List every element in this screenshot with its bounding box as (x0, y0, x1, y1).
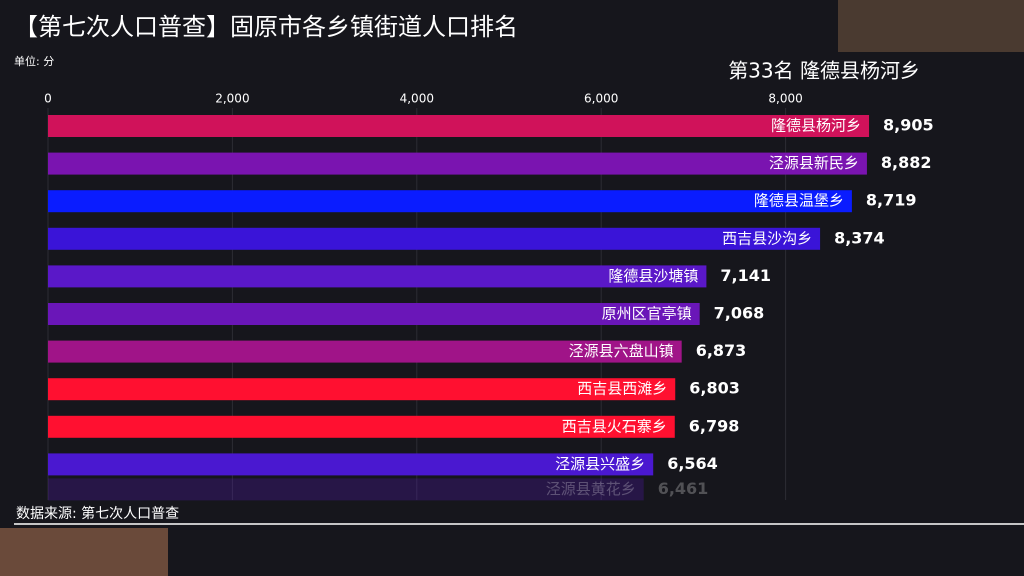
bar (48, 190, 852, 213)
value-label: 8,905 (883, 116, 934, 135)
x-tick-label: 2,000 (215, 92, 249, 106)
bar-category-label: 西吉县西滩乡 (577, 380, 667, 398)
subtitle: 第33名 隆德县杨河乡 (728, 59, 920, 83)
bar-category-label: 西吉县沙沟乡 (722, 229, 812, 247)
bar-category-label: 泾源县黄花乡 (546, 480, 636, 498)
unit-label: 单位: 分 (14, 54, 54, 68)
value-label: 8,374 (834, 228, 885, 247)
bar (48, 227, 821, 250)
x-tick-label: 4,000 (400, 92, 434, 106)
value-label: 8,719 (866, 191, 917, 210)
corner-photo (838, 0, 1024, 52)
value-label: 6,803 (689, 379, 740, 398)
chart-title: 【第七次人口普查】固原市各乡镇街道人口排名 (14, 13, 518, 41)
value-label: 6,461 (658, 479, 709, 498)
value-label: 8,882 (881, 153, 932, 172)
value-label: 6,873 (696, 341, 747, 360)
x-tick-label: 6,000 (584, 92, 618, 106)
value-label: 7,068 (714, 304, 765, 323)
value-label: 7,141 (720, 266, 771, 285)
bar-category-label: 隆德县杨河乡 (771, 117, 861, 135)
bar (48, 303, 700, 325)
bar-category-label: 隆德县沙塘镇 (608, 267, 698, 285)
bar-category-label: 泾源县六盘山镇 (569, 342, 674, 360)
source-note: 数据来源: 第七次人口普查 (16, 505, 179, 522)
bar-category-label: 泾源县兴盛乡 (555, 455, 645, 473)
bar (48, 478, 644, 501)
value-label: 6,564 (667, 454, 718, 473)
bar-category-label: 隆德县温堡乡 (754, 192, 844, 210)
corner-photo (0, 528, 168, 576)
bar (48, 265, 707, 288)
x-tick-label: 0 (44, 92, 52, 106)
bar-category-label: 西吉县火石寨乡 (562, 417, 667, 435)
bar-category-label: 泾源县新民乡 (769, 154, 859, 172)
bar (48, 453, 654, 476)
x-tick-label: 8,000 (768, 92, 802, 106)
bar (48, 415, 675, 438)
bar-category-label: 原州区官亭镇 (602, 305, 692, 323)
bar (48, 152, 867, 175)
bar (48, 115, 870, 137)
bar (48, 378, 676, 401)
value-label: 6,798 (689, 416, 740, 435)
bar (48, 340, 682, 363)
